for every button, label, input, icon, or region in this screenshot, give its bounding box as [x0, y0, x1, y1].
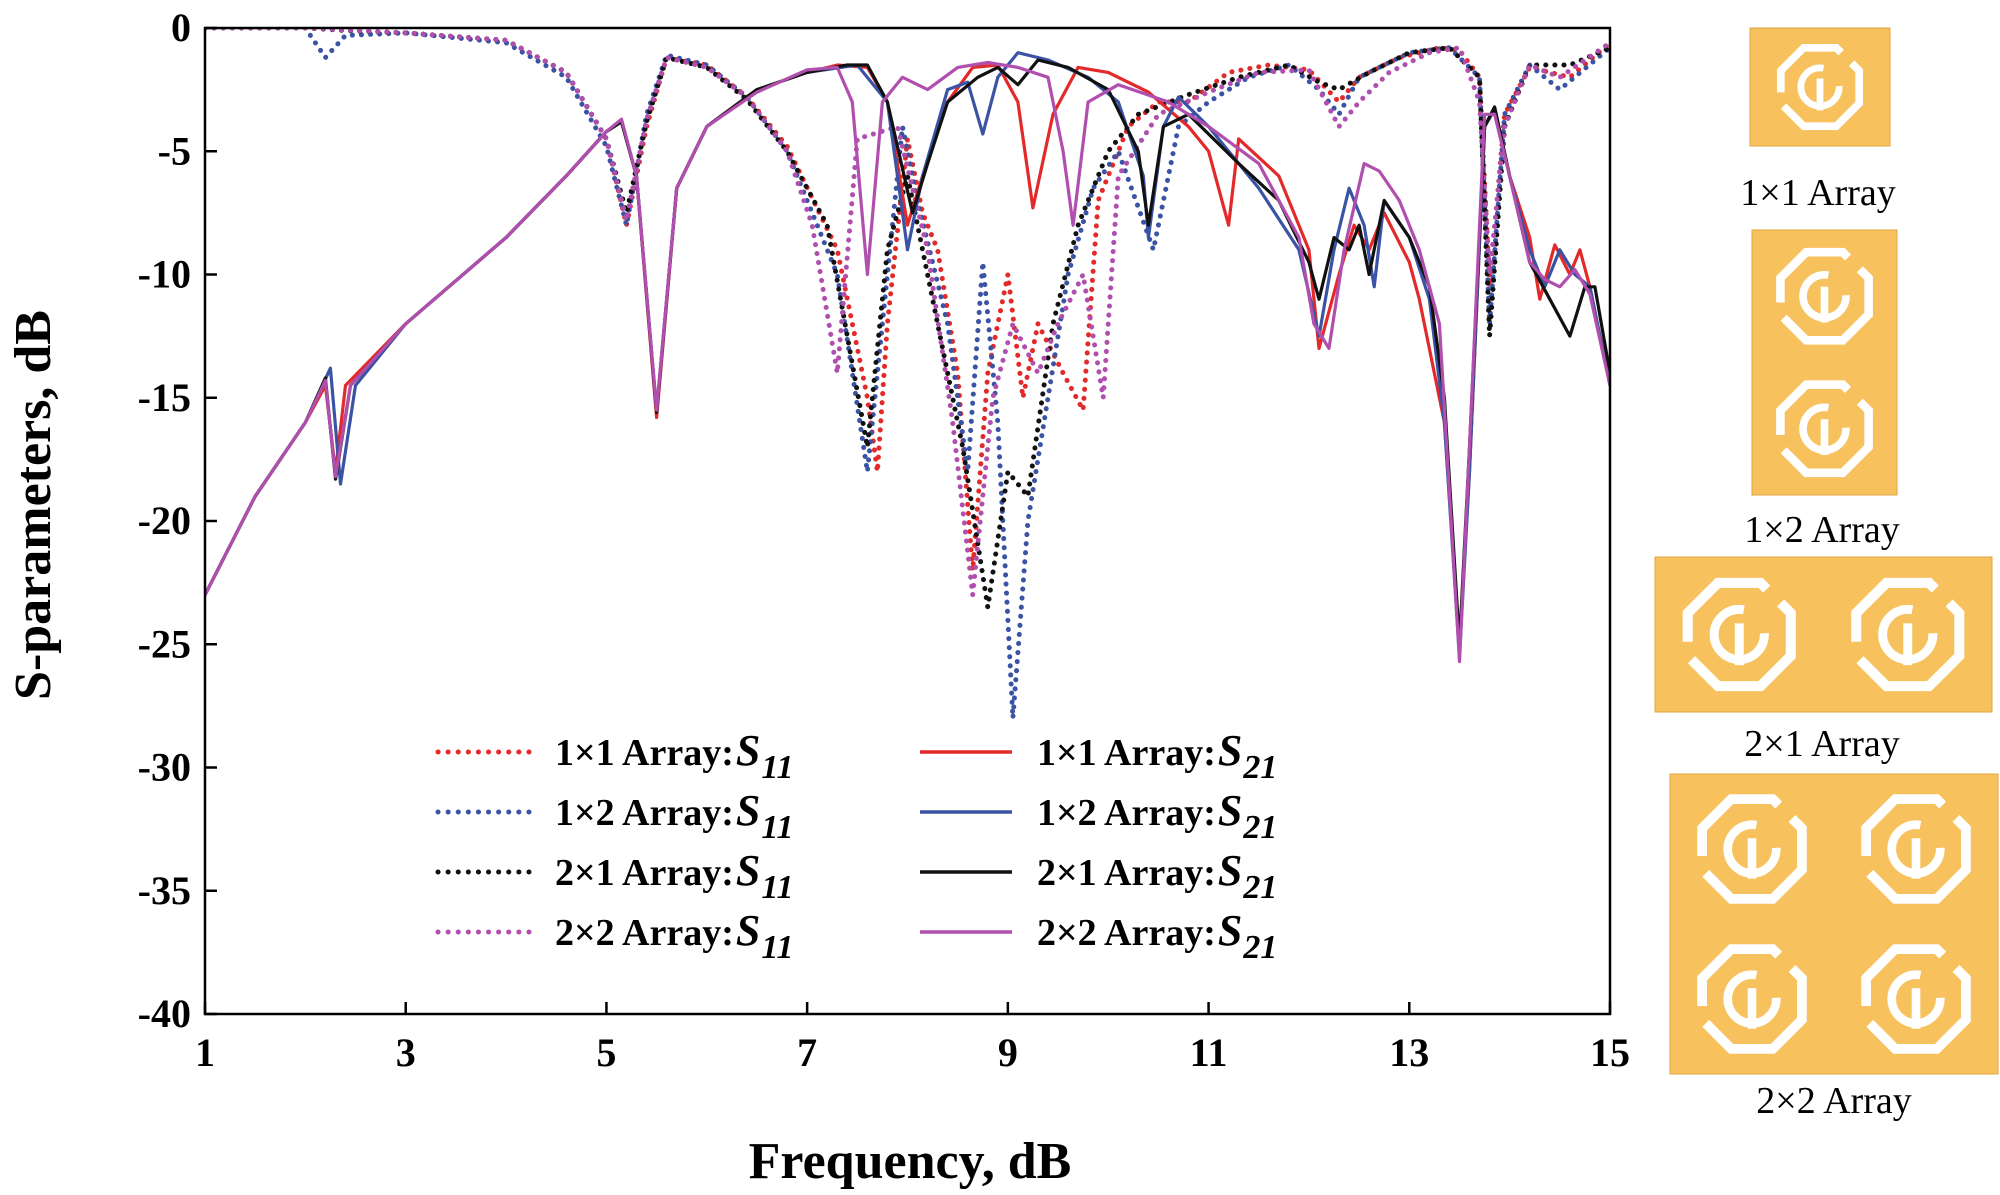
- legend-symbol: S: [1218, 786, 1242, 835]
- ring-feed: [1816, 78, 1824, 111]
- legend-symbol: S: [736, 846, 760, 895]
- x-tick-label: 15: [1590, 1030, 1630, 1075]
- series-line-0: [205, 28, 1610, 573]
- y-tick-label: -15: [138, 375, 191, 420]
- legend-symbol: S: [736, 726, 760, 775]
- split-ring-outer: [1682, 577, 1796, 692]
- legend-label: 1×1 Array:: [1037, 732, 1216, 774]
- y-tick-label: -40: [138, 991, 191, 1036]
- series-line-5: [205, 51, 1610, 659]
- x-tick-label: 9: [998, 1030, 1018, 1075]
- split-ring-outer: [1776, 247, 1873, 345]
- legend-subscript: 21: [1242, 869, 1277, 906]
- array-unit-2: 1×2 Array: [1744, 229, 1900, 551]
- legend-symbol: S: [1218, 846, 1242, 895]
- array-caption: 1×1 Array: [1740, 172, 1895, 214]
- substrate: [1751, 229, 1898, 496]
- y-tick-label: -20: [138, 498, 191, 543]
- split-ring-outer: [1861, 794, 1971, 904]
- split-ring-outer: [1697, 794, 1807, 904]
- x-tick-label: 1: [195, 1030, 215, 1075]
- array-unit-1: 1×1 Array: [1740, 27, 1896, 214]
- y-tick-label: -10: [138, 252, 191, 297]
- y-tick-label: 0: [171, 5, 191, 50]
- split-ring-outer: [1776, 43, 1864, 131]
- split-ring-outer: [1851, 577, 1965, 692]
- ring-feed: [1903, 623, 1913, 666]
- axes: 1 3 5 7 9 11 13 150-5-10-15-20-25-30-35-40: [138, 5, 1630, 1075]
- legend: 1×1 Array: S 111×2 Array: S 112×1 Array: S…: [435, 726, 1277, 966]
- legend-label: 1×2 Array:: [555, 792, 734, 834]
- x-tick-label: 7: [797, 1030, 817, 1075]
- ring-feed: [1911, 988, 1921, 1029]
- x-tick-label: 13: [1389, 1030, 1429, 1075]
- legend-label: 2×2 Array:: [1037, 912, 1216, 954]
- legend-label: 2×1 Array:: [555, 852, 734, 894]
- x-tick-label: 5: [596, 1030, 616, 1075]
- x-tick-label: 11: [1190, 1030, 1228, 1075]
- array-caption: 1×2 Array: [1744, 509, 1899, 551]
- legend-label: 1×1 Array:: [555, 732, 734, 774]
- series-line-2: [205, 28, 1610, 610]
- series-line-7: [205, 60, 1610, 664]
- series-line-3: [205, 28, 1610, 598]
- y-tick-label: -5: [158, 128, 191, 173]
- legend-subscript: 11: [761, 869, 793, 906]
- x-tick-label: 3: [396, 1030, 416, 1075]
- legend-subscript: 11: [761, 749, 793, 786]
- legend-symbol: S: [1218, 726, 1242, 775]
- substrate: [1654, 556, 1993, 713]
- legend-label: 2×2 Array:: [555, 912, 734, 954]
- split-ring-outer: [1697, 944, 1807, 1054]
- legend-label: 2×1 Array:: [1037, 852, 1216, 894]
- legend-subscript: 21: [1242, 749, 1277, 786]
- ring-feed: [1747, 838, 1757, 879]
- x-axis-title: Frequency, dB: [749, 1133, 1072, 1190]
- legend-symbol: S: [1218, 906, 1242, 955]
- plot-area: [205, 28, 1610, 721]
- array-caption: 2×1 Array: [1744, 723, 1899, 765]
- ring-feed: [1911, 838, 1921, 879]
- split-ring-outer: [1861, 944, 1971, 1054]
- legend-subscript: 11: [761, 929, 793, 966]
- legend-symbol: S: [736, 906, 760, 955]
- series-line-4: [205, 63, 1610, 646]
- array-caption: 2×2 Array: [1756, 1080, 1911, 1122]
- legend-label: 1×2 Array:: [1037, 792, 1216, 834]
- series-line-1: [205, 28, 1610, 721]
- array-unit-3: 2×1 Array: [1654, 556, 1993, 765]
- legend-subscript: 21: [1242, 929, 1277, 966]
- legend-subscript: 11: [761, 809, 793, 846]
- legend-subscript: 21: [1242, 809, 1277, 846]
- array-illustrations: 1×1 Array 1×2 Array 2×1 Array 2×2 Array: [1654, 27, 1999, 1122]
- y-tick-label: -30: [138, 745, 191, 790]
- y-axis-title: S-parameters, dB: [5, 310, 62, 700]
- array-unit-4: 2×2 Array: [1669, 773, 1999, 1122]
- y-tick-label: -25: [138, 621, 191, 666]
- ring-feed: [1820, 286, 1829, 323]
- ring-feed: [1820, 419, 1829, 455]
- y-tick-label: -35: [138, 868, 191, 913]
- split-ring-outer: [1776, 380, 1873, 478]
- substrate: [1669, 773, 1999, 1075]
- ring-feed: [1747, 988, 1757, 1029]
- legend-symbol: S: [736, 786, 760, 835]
- ring-feed: [1734, 623, 1744, 666]
